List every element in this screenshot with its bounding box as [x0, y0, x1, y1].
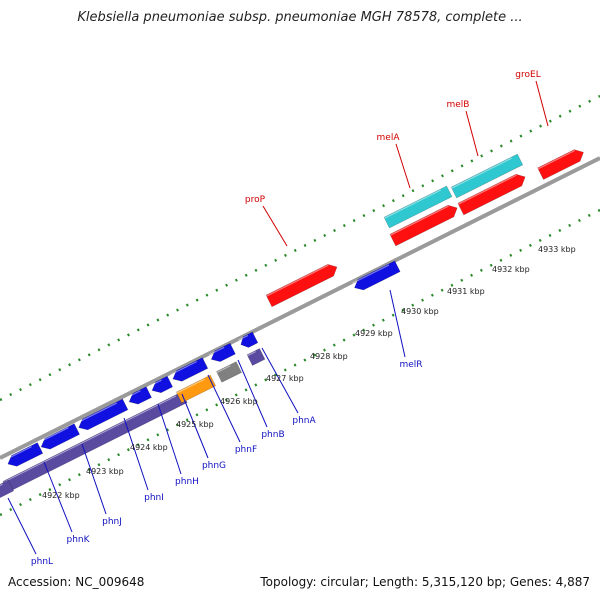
gene-arrow-groEL — [537, 149, 584, 180]
gene-label-proP: proP — [245, 195, 266, 205]
gene-label-phnA: phnA — [292, 416, 316, 426]
gene-label-groEL: groEL — [515, 70, 540, 80]
gene-arrow-melA-segment — [389, 204, 458, 247]
outer-tick-track — [0, 94, 600, 402]
gene-arrow-phnK — [5, 442, 44, 467]
gene-label-phnF: phnF — [235, 445, 257, 455]
gene-arrow-phnH — [126, 386, 152, 405]
map-title: Klebsiella pneumoniae subsp. pneumoniae … — [77, 10, 523, 25]
gene-label-melB: melB — [447, 100, 470, 110]
gene-label-phnG: phnG — [202, 461, 226, 471]
gene-label-phnK: phnK — [66, 535, 90, 545]
rna-gene-2 — [383, 185, 453, 229]
gene-box-grey — [216, 361, 242, 383]
gene-arrow-proP — [265, 263, 338, 308]
gene-label-phnB: phnB — [261, 430, 284, 440]
operon-band-start — [0, 479, 15, 501]
tick-label: 4927 kbp — [266, 374, 304, 383]
tick-label: 4929 kbp — [355, 329, 393, 338]
gene-label-phnL: phnL — [31, 557, 53, 567]
tick-label: 4924 kbp — [130, 443, 168, 452]
gene-arrow-phnB — [208, 342, 236, 362]
tick-label: 4926 kbp — [220, 397, 258, 406]
gene-label-phnJ: phnJ — [102, 517, 122, 527]
gene-arrow-melB — [457, 173, 526, 216]
tick-label-layer: 4922 kbp 4923 kbp 4924 kbp 4925 kbp 4926 kbp… — [42, 245, 576, 500]
tick-label: 4928 kbp — [310, 352, 348, 361]
gene-arrow-phnG — [149, 375, 174, 394]
gene-track — [0, 149, 584, 501]
rna-gene-1 — [450, 153, 524, 199]
tick-label: 4925 kbp — [176, 420, 214, 429]
gene-label-phnI: phnI — [144, 493, 164, 503]
tick-label: 4931 kbp — [447, 287, 485, 296]
gene-label-phnH: phnH — [175, 477, 199, 487]
gene-arrow-phnI — [76, 398, 129, 431]
tick-label: 4933 kbp — [538, 245, 576, 254]
gene-box-small — [246, 348, 266, 366]
gene-arrow-melR — [352, 260, 401, 291]
gene-arrow-phnF — [170, 357, 209, 382]
gene-arrow-phnJ — [38, 423, 80, 450]
genome-stats-text: Topology: circular; Length: 5,315,120 bp… — [260, 575, 590, 589]
tick-label: 4922 kbp — [42, 491, 80, 500]
tick-label: 4930 kbp — [401, 307, 439, 316]
label-layer: proPmelAmelBgroELmelRphnAphnBphnFphnGphn… — [7, 70, 549, 567]
backbone-line — [0, 156, 600, 460]
accession-text: Accession: NC_009648 — [8, 575, 145, 589]
gene-arrow-phnA — [238, 331, 259, 348]
tick-label: 4932 kbp — [492, 265, 530, 274]
gene-label-melA: melA — [377, 133, 401, 143]
gene-label-melR: melR — [399, 360, 422, 370]
gene-box-highlight — [175, 374, 217, 404]
tick-label: 4923 kbp — [86, 467, 124, 476]
